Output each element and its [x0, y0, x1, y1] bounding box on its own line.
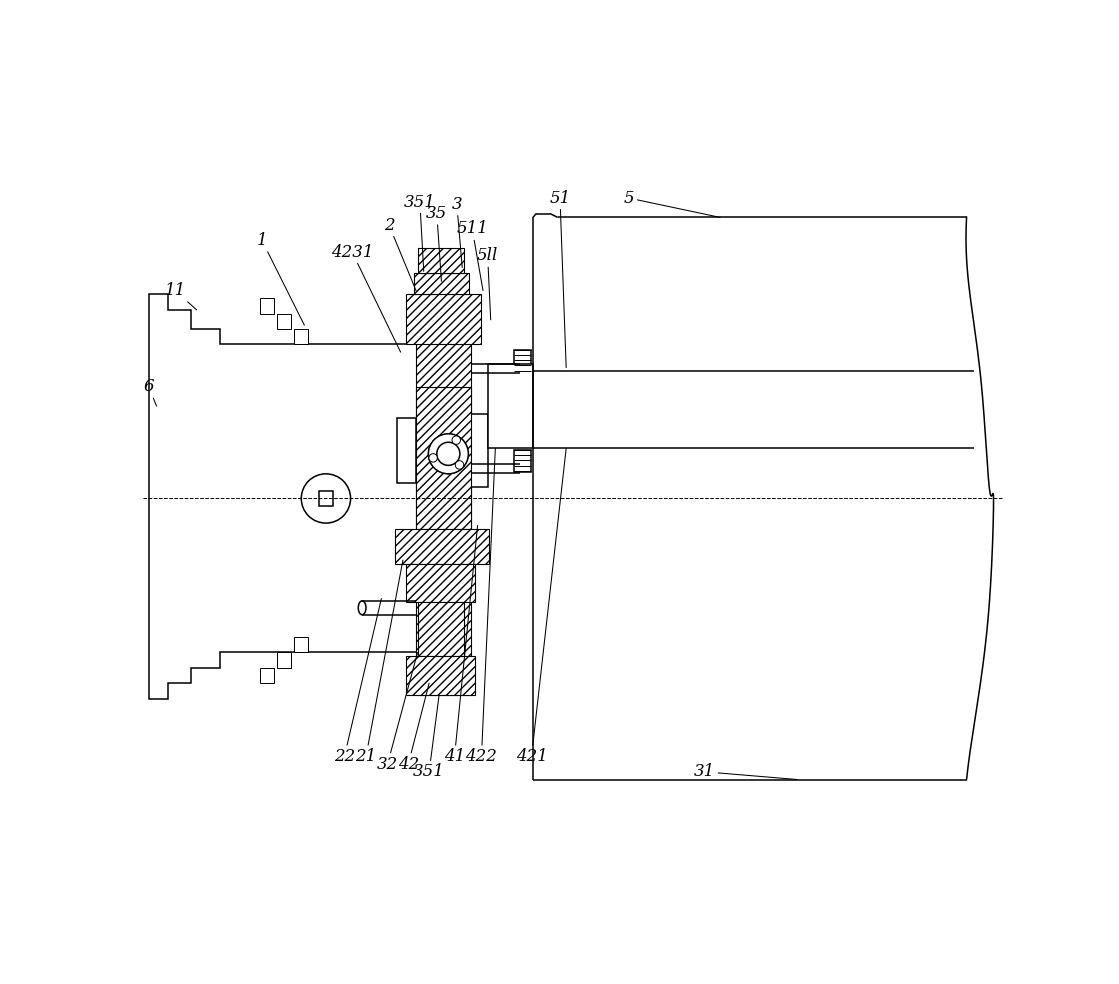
Circle shape — [429, 434, 469, 474]
Bar — [416, 310, 471, 695]
Bar — [406, 656, 476, 695]
Ellipse shape — [429, 434, 469, 474]
Circle shape — [301, 474, 350, 523]
Text: 2: 2 — [384, 216, 416, 290]
Text: 11: 11 — [164, 282, 197, 310]
Bar — [395, 529, 489, 564]
Text: 41: 41 — [444, 525, 478, 765]
Text: 51: 51 — [549, 190, 571, 368]
Bar — [261, 668, 274, 683]
Bar — [406, 294, 481, 344]
Text: 5ll: 5ll — [477, 247, 498, 320]
Text: 32: 32 — [377, 652, 417, 772]
Text: 351: 351 — [413, 695, 445, 780]
Bar — [514, 350, 530, 371]
Bar — [488, 364, 533, 449]
Text: 35: 35 — [426, 205, 448, 281]
Circle shape — [436, 442, 460, 465]
Text: 421: 421 — [516, 449, 566, 765]
Text: 511: 511 — [457, 220, 488, 290]
Text: 42: 42 — [397, 683, 429, 772]
Text: 22: 22 — [333, 598, 382, 765]
Bar — [417, 248, 463, 273]
Bar — [278, 652, 291, 668]
Text: 5: 5 — [624, 190, 721, 217]
Circle shape — [429, 454, 438, 462]
Bar — [417, 602, 463, 656]
Bar — [278, 314, 291, 329]
Circle shape — [455, 461, 463, 469]
Text: 351: 351 — [404, 194, 435, 272]
Bar — [406, 564, 476, 602]
Text: 3: 3 — [452, 196, 462, 268]
Ellipse shape — [358, 601, 366, 615]
Bar — [261, 298, 274, 314]
Text: 21: 21 — [356, 560, 403, 765]
Text: 422: 422 — [466, 449, 498, 765]
Bar — [319, 491, 333, 506]
Text: 6: 6 — [143, 378, 157, 406]
Text: 4231: 4231 — [331, 244, 401, 352]
Bar — [294, 637, 308, 652]
Text: 31: 31 — [694, 764, 797, 780]
Polygon shape — [149, 294, 424, 699]
Bar — [471, 413, 488, 487]
Bar — [416, 387, 471, 529]
Bar — [397, 417, 416, 483]
Text: 1: 1 — [256, 232, 304, 325]
Bar — [514, 450, 530, 471]
Circle shape — [452, 436, 461, 445]
Bar — [414, 273, 469, 294]
Bar — [294, 329, 308, 344]
